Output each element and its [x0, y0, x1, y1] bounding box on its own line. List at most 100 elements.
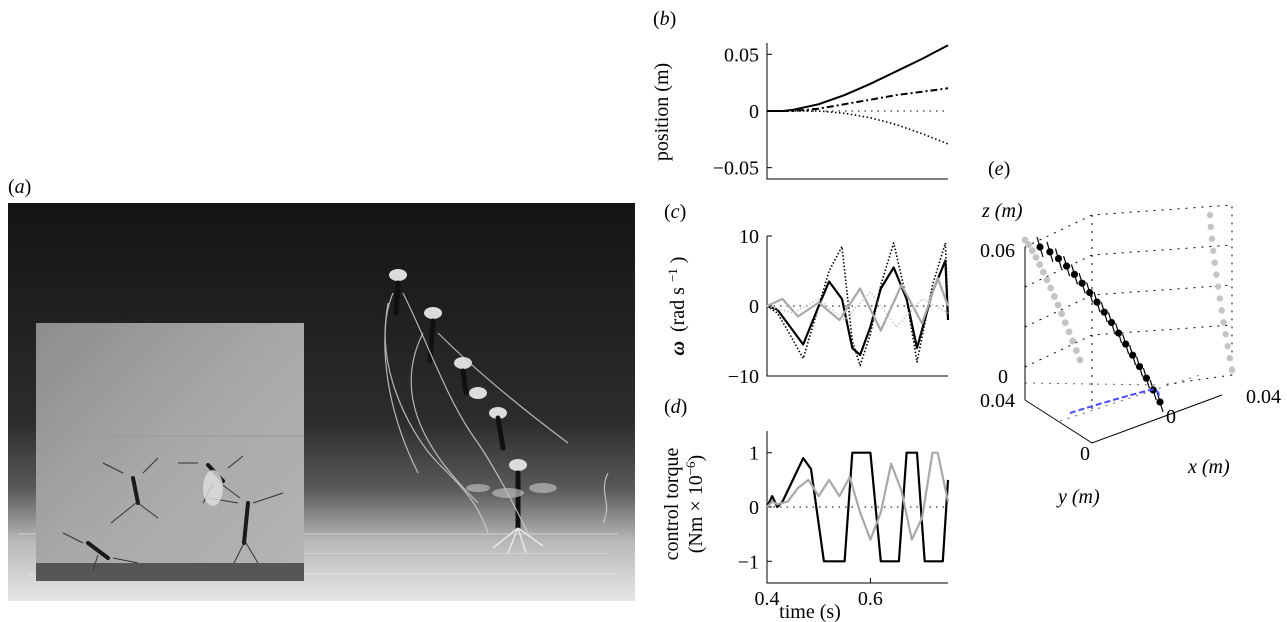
series-line-dotted-black	[766, 242, 949, 367]
side-projection-point	[1208, 235, 1216, 243]
series-line-solid-black	[766, 259, 950, 357]
mosquito-flight-photo	[8, 203, 635, 601]
side-projection-point	[1224, 342, 1231, 350]
trajectory-point	[1070, 270, 1079, 279]
series-line-dotted-grey	[766, 291, 949, 328]
panel-b-label: (b)	[653, 8, 677, 30]
torque-axes	[766, 431, 948, 584]
omega-axes	[766, 236, 948, 377]
z-tick-0.06: 0.06	[980, 240, 1015, 262]
back-projection-point	[1061, 319, 1069, 327]
side-projection-point	[1216, 295, 1224, 302]
back-projection-point	[1043, 276, 1051, 284]
ytick-label: 10	[739, 226, 759, 248]
control-torque-chart: control torque (Nm × 10−6) 1 0 −1 0.4 0.6 t…	[661, 431, 950, 622]
position-series	[767, 44, 949, 145]
trajectory-point	[1078, 279, 1086, 287]
torque-ylabel-line1: control torque	[661, 448, 683, 561]
omega-series	[766, 242, 950, 367]
side-projection-point	[1222, 331, 1229, 338]
y-axis-label: y (m)	[1056, 486, 1100, 508]
ytick-label: −1	[738, 551, 759, 573]
trajectory-point	[1115, 329, 1123, 337]
back-projection-point	[1021, 236, 1029, 244]
side-projection-point	[1214, 283, 1222, 290]
side-projection-point	[1206, 211, 1214, 219]
position-axes	[766, 43, 948, 180]
trajectory-point	[1093, 298, 1101, 306]
back-projection-point	[1025, 241, 1033, 249]
y-tick-0: 0	[1080, 443, 1090, 465]
trajectory-point	[1086, 288, 1094, 297]
omega-ylabel: ω (rad s −1 )	[660, 257, 689, 356]
time-xlabel: time (s)	[779, 601, 841, 622]
trajectory-point	[1054, 254, 1063, 263]
series-line-solid-grey	[766, 276, 950, 332]
x-axis-label: x (m)	[1187, 456, 1230, 478]
trajectory-point	[1063, 262, 1071, 270]
z-axis-label: z (m)	[981, 200, 1023, 222]
side-projection-point	[1220, 319, 1227, 326]
photo-graphic	[8, 203, 635, 601]
position-ylabel: position (m)	[651, 63, 673, 161]
back-projection-point	[1058, 310, 1066, 318]
side-projection-point	[1226, 354, 1234, 362]
z-tick-0: 0	[998, 366, 1008, 388]
ytick-label: 0	[749, 296, 759, 318]
series-line-solid-grey	[766, 451, 950, 541]
xtick-label: 0.4	[755, 588, 780, 610]
back-projection-point	[1039, 268, 1047, 276]
side-projection-point	[1228, 366, 1236, 374]
back-projection-point	[1036, 261, 1044, 268]
torque-series	[766, 451, 950, 563]
position-yticks: 0.05 0 −0.05	[713, 44, 772, 180]
trajectory-point	[1122, 340, 1130, 348]
position-chart: position (m) 0.05 0 −0.05	[651, 43, 949, 180]
torque-yticks: 1 0 −1	[738, 443, 772, 573]
back-projection-point	[1072, 347, 1080, 354]
back-projection-point	[1076, 356, 1084, 364]
y-tick-0.04: 0.04	[980, 390, 1015, 412]
trajectory-point	[1129, 351, 1137, 359]
ytick-label: 0	[749, 101, 759, 123]
trajectory-point	[1107, 318, 1116, 327]
back-projection-point	[1054, 301, 1062, 309]
trajectory-point	[1156, 398, 1164, 406]
omega-yticks: 10 0 −10	[728, 226, 772, 384]
side-projection-point	[1213, 271, 1220, 278]
trajectory-points	[1021, 211, 1236, 413]
side-projection-point	[1218, 307, 1225, 314]
trajectory-point	[1046, 248, 1054, 256]
series-line-dotted	[767, 110, 949, 145]
side-projection-point	[1211, 259, 1218, 266]
back-projection-point	[1028, 247, 1036, 255]
ytick-label: 0	[749, 497, 759, 519]
trajectory-point	[1036, 243, 1044, 251]
ground-projection	[1069, 388, 1160, 414]
side-projection-point	[1207, 223, 1214, 231]
torque-xticks: 0.4 0.6	[755, 578, 883, 610]
ytick-label: 0.05	[724, 44, 759, 66]
trajectory-point	[1135, 362, 1144, 371]
trajectory-point	[1142, 374, 1151, 382]
panel-c-label: (c)	[664, 201, 687, 223]
angular-velocity-chart: ω (rad s −1 ) 10 0 −10	[660, 226, 950, 384]
trajectory-3d-chart: z (m) 0.06 0 0.04 0 0 0.04 x (m) y (m)	[980, 200, 1281, 508]
inset-photo	[36, 323, 304, 581]
xtick-label: 0.6	[858, 588, 883, 610]
trajectory-box-frame	[1024, 204, 1233, 444]
ytick-label: −0.05	[713, 158, 759, 180]
ytick-label: −10	[728, 366, 759, 384]
torque-ylabel-line2: (Nm × 10−6)	[683, 455, 707, 553]
ytick-label: 1	[749, 443, 759, 465]
panel-a-label: (a)	[8, 176, 32, 198]
x-tick-0.04: 0.04	[1246, 386, 1281, 408]
back-projection-point	[1065, 328, 1073, 336]
panel-e-label: (e)	[988, 158, 1011, 180]
panel-d-label: (d)	[664, 396, 688, 418]
back-projection-point	[1050, 293, 1058, 300]
back-projection-point	[1032, 253, 1040, 261]
back-projection-point	[1047, 284, 1055, 292]
side-projection-point	[1210, 247, 1217, 254]
x-tick-0: 0	[1166, 406, 1176, 428]
